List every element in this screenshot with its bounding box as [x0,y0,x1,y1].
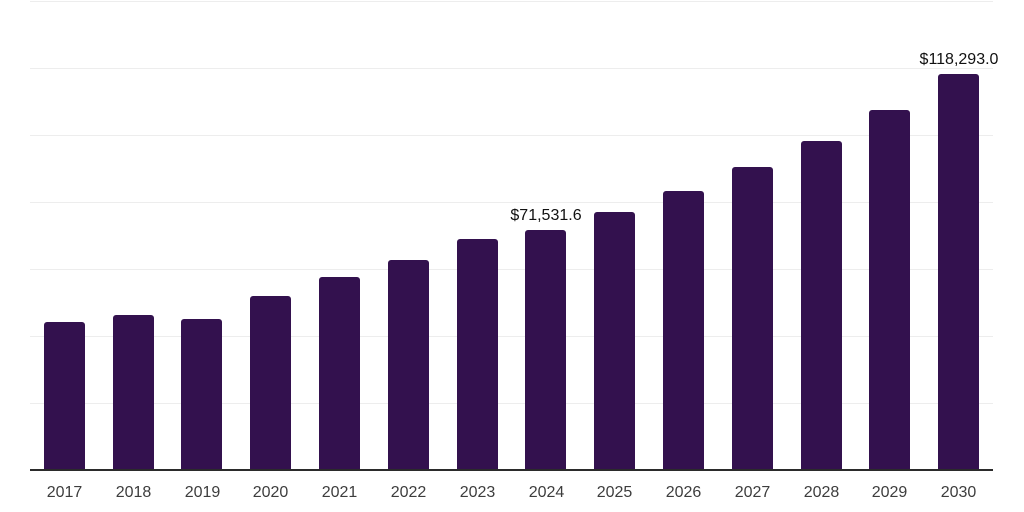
x-tick-label-2018: 2018 [115,484,152,501]
gridline [30,269,993,270]
gridline [30,135,993,136]
x-tick-label-2023: 2023 [459,484,496,501]
bar-2022 [388,260,429,470]
gridline [30,1,993,2]
bar-2029 [869,110,910,470]
bar-2025 [594,212,635,470]
x-tick-label-2027: 2027 [734,484,771,501]
x-tick-label-2024: 2024 [528,484,565,501]
gridline [30,403,993,404]
bar-2019 [181,319,222,470]
bar-2023 [457,239,498,470]
bar-2018 [113,315,154,470]
bar-2028 [801,141,842,470]
gridline [30,336,993,337]
x-tick-label-2030: 2030 [940,484,977,501]
data-label-2030: $118,293.0 [919,51,999,68]
bar-2021 [319,277,360,470]
x-tick-label-2020: 2020 [252,484,289,501]
gridline [30,68,993,69]
x-tick-label-2019: 2019 [184,484,221,501]
x-tick-label-2029: 2029 [871,484,908,501]
bar-2017 [44,322,85,470]
bar-2026 [663,191,704,470]
x-tick-label-2021: 2021 [321,484,358,501]
bar-2020 [250,296,291,470]
x-tick-label-2028: 2028 [803,484,840,501]
x-tick-label-2026: 2026 [665,484,702,501]
bar-2030 [938,74,979,470]
x-tick-label-2025: 2025 [596,484,633,501]
gridline [30,202,993,203]
bar-2024 [525,230,566,470]
bar-2027 [732,167,773,470]
x-tick-label-2017: 2017 [46,484,83,501]
data-label-2024: $71,531.6 [510,207,582,224]
x-tick-label-2022: 2022 [390,484,427,501]
x-axis-line [30,469,993,471]
